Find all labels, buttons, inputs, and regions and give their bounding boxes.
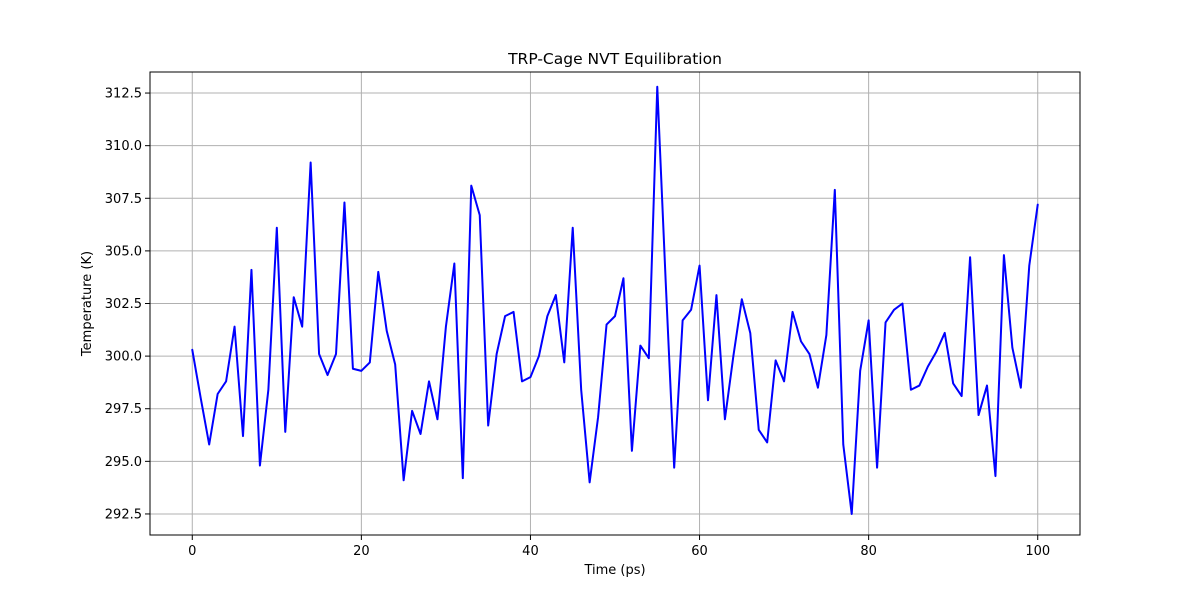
y-tick-label: 297.5 xyxy=(105,402,142,417)
y-axis-label: Temperature (K) xyxy=(80,251,95,357)
chart-title: TRP-Cage NVT Equilibration xyxy=(507,50,722,68)
y-tick-label: 302.5 xyxy=(105,297,142,312)
y-tick-label: 300.0 xyxy=(105,350,142,365)
y-axis: 292.5 295.0 297.5 300.0 302.5 305.0 307.5 310.0… xyxy=(105,87,150,522)
x-tick-label: 0 xyxy=(188,544,196,559)
grid xyxy=(150,72,1080,535)
x-tick-label: 40 xyxy=(522,544,539,559)
series-group xyxy=(191,85,1039,515)
y-tick-label: 312.5 xyxy=(105,87,142,102)
x-tick-label: 100 xyxy=(1025,544,1050,559)
y-tick-label: 305.0 xyxy=(105,244,142,259)
x-axis: 0 20 40 60 80 100 xyxy=(188,535,1050,559)
y-tick-label: 310.0 xyxy=(105,139,142,154)
x-tick-label: 60 xyxy=(691,544,708,559)
y-tick-label: 292.5 xyxy=(105,507,142,522)
x-tick-label: 80 xyxy=(860,544,877,559)
x-axis-label: Time (ps) xyxy=(583,563,645,578)
series-line-0 xyxy=(191,85,1039,515)
y-tick-label: 295.0 xyxy=(105,455,142,470)
x-tick-label: 20 xyxy=(353,544,370,559)
y-tick-label: 307.5 xyxy=(105,192,142,207)
